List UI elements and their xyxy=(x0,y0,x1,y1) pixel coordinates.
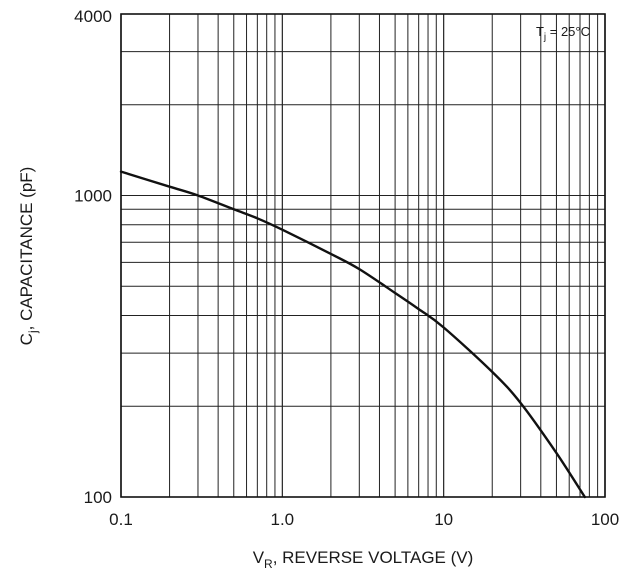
x-tick-label: 100 xyxy=(591,510,619,529)
y-tick-labels: 100 1000 4000 xyxy=(74,7,112,507)
plot-frame xyxy=(120,13,606,498)
temperature-annotation: Tj = 25°C xyxy=(536,24,590,43)
y-axis-label: Cj, CAPACITANCE (pF) xyxy=(17,167,40,346)
x-axis-label: VR, REVERSE VOLTAGE (V) xyxy=(253,548,474,571)
capacitance-curve xyxy=(119,170,586,499)
x-tick-label: 10 xyxy=(434,510,453,529)
x-tick-label: 1.0 xyxy=(271,510,295,529)
y-tick-label: 4000 xyxy=(74,7,112,26)
y-grid xyxy=(121,51,605,407)
x-tick-label: 0.1 xyxy=(109,510,133,529)
x-grid xyxy=(120,14,606,497)
y-tick-label: 100 xyxy=(84,488,112,507)
series-layer xyxy=(119,170,586,499)
x-tick-labels: 0.1 1.0 10 100 xyxy=(109,510,619,529)
y-tick-label: 1000 xyxy=(74,187,112,206)
